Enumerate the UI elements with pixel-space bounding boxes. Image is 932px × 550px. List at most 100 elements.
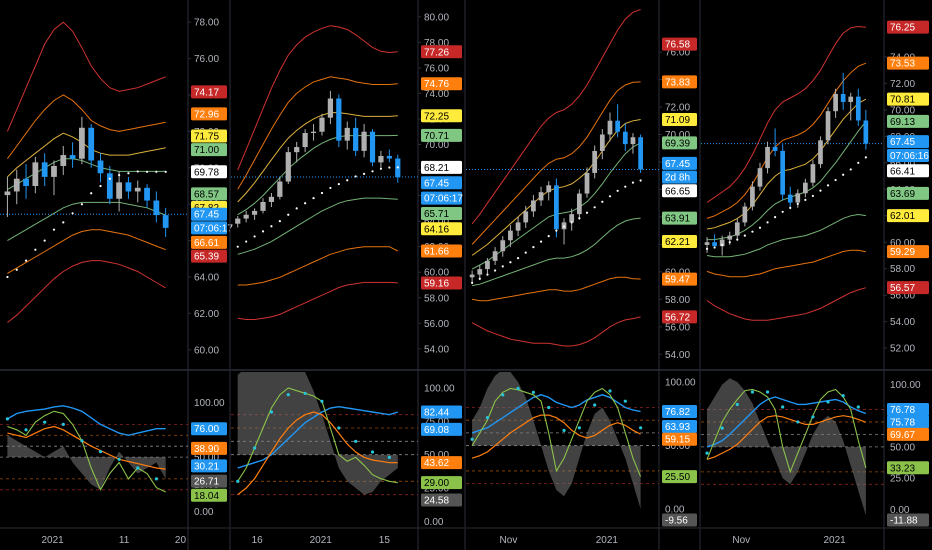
candle-body (712, 242, 717, 247)
osc-dot (750, 390, 755, 394)
price-tick-label: 60.00 (194, 345, 219, 356)
price-tick-label: 56.00 (665, 322, 690, 333)
oscillator-pane[interactable] (701, 378, 884, 516)
trend-dot (127, 172, 130, 175)
price-pane[interactable] (701, 25, 884, 321)
oscillator-pane[interactable] (0, 405, 188, 493)
price-pane[interactable] (466, 9, 659, 347)
chart-panel-4[interactable]: 74.0072.0070.0068.0066.0064.0062.0060.00… (699, 0, 932, 550)
trend-dot (608, 195, 612, 198)
price-tick-label: 60.00 (424, 268, 449, 279)
price-label-text: 59.16 (424, 278, 449, 289)
candle-body (772, 146, 778, 151)
osc-tick-label: 100.00 (665, 378, 696, 389)
trend-dot (99, 184, 102, 188)
trend-dot (774, 216, 777, 219)
trend-dot (826, 184, 830, 187)
band-upper2 (706, 62, 867, 219)
price-tick-label: 70.00 (424, 140, 449, 151)
trend-dot (62, 221, 65, 224)
price-label-badge (421, 160, 462, 174)
candle-body (69, 155, 76, 159)
candle-body (818, 140, 823, 165)
band-upper2 (6, 94, 166, 159)
band-upper3 (706, 25, 866, 203)
candle-body (757, 168, 763, 187)
trend-dot (570, 221, 573, 224)
trend-dot (639, 179, 642, 182)
chart-panel-1[interactable]: 78.0076.0074.0072.0070.0068.0066.0064.00… (0, 0, 233, 550)
price-tick-label: 80.00 (424, 12, 449, 23)
candle-body (361, 131, 367, 151)
candle-body (134, 187, 141, 192)
osc-label-text: 33.23 (890, 463, 915, 474)
candle-body (310, 131, 317, 133)
price-label-badge (887, 164, 929, 178)
candle-body (235, 218, 241, 224)
trend-dot (539, 240, 543, 243)
trend-dot (118, 173, 121, 177)
price-tick-label: 56.00 (424, 319, 449, 330)
price-tick-label: 78.00 (194, 18, 219, 29)
candle-body (492, 251, 498, 261)
osc-dot (562, 428, 566, 432)
osc-dot (593, 403, 597, 407)
trend-dot (524, 251, 527, 254)
osc-tick-label: 100.00 (194, 398, 225, 409)
price-label-badge (421, 191, 462, 205)
oscillator-pane[interactable] (466, 370, 659, 510)
price-label-badge (662, 37, 697, 51)
osc-label-text: 76.82 (665, 407, 690, 418)
time-tick-label: 15 (379, 535, 391, 546)
trend-dot (593, 206, 596, 209)
time-tick-label: Nov (500, 535, 518, 546)
price-label-text: 72.25 (424, 111, 449, 122)
candle-body (765, 146, 770, 169)
osc-label-badge (887, 402, 929, 416)
price-label-text: 67.45 (890, 137, 915, 148)
band-lower2 (472, 276, 641, 302)
trend-dot (278, 220, 281, 223)
osc-line-green (237, 387, 398, 484)
osc-dot (303, 391, 307, 395)
candle-body (251, 210, 258, 215)
chart-panel-2[interactable]: 80.0078.0076.0074.0072.0070.0068.0066.00… (229, 0, 465, 550)
trend-dot (388, 166, 391, 169)
candle-body (787, 194, 793, 203)
osc-tick-label: 100.00 (890, 380, 921, 391)
trend-dot (52, 228, 56, 231)
trend-dot (751, 230, 754, 233)
osc-label-badge (191, 474, 227, 488)
osc-line-orange (237, 411, 398, 496)
time-tick-label: 2021 (823, 535, 846, 546)
trend-dot (736, 238, 739, 241)
oscillator-pane[interactable] (231, 355, 418, 496)
price-label-badge (887, 149, 929, 163)
trend-dot (796, 202, 799, 205)
price-tick-label: 56.00 (890, 291, 915, 302)
trend-dot (501, 265, 504, 268)
price-pane[interactable] (0, 21, 188, 323)
osc-label-badge (662, 432, 697, 446)
trend-dot (287, 213, 290, 216)
osc-tick-label: 0.00 (665, 504, 685, 515)
band-lower3 (7, 260, 166, 323)
price-tick-label: 54.00 (890, 317, 915, 328)
price-pane[interactable] (231, 25, 418, 320)
price-label-text: 76.25 (890, 23, 915, 34)
price-tick-label: 76.00 (665, 48, 690, 59)
candle-body (855, 96, 861, 121)
price-tick-label: 72.00 (890, 79, 915, 90)
osc-label-text: 30.21 (194, 461, 219, 472)
osc-dot (705, 451, 709, 455)
osc-dot (796, 420, 800, 424)
trend-dot (713, 246, 716, 249)
osc-label-badge (191, 441, 227, 455)
candle-body (485, 260, 490, 270)
osc-dot (337, 426, 341, 430)
candle-body (294, 147, 300, 153)
chart-panel-3[interactable]: 76.0074.0072.0070.0068.0066.0064.0062.00… (464, 0, 700, 550)
osc-dot (841, 394, 845, 398)
osc-label-text: 82.44 (424, 408, 449, 419)
